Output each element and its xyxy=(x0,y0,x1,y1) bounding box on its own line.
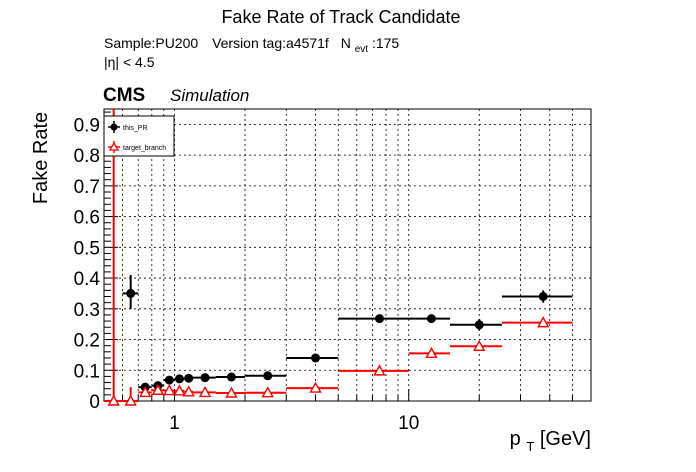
legend-label-target-branch: target_branch xyxy=(123,145,166,152)
this-pr-point xyxy=(408,314,450,324)
point-marker xyxy=(184,373,194,383)
y-tick-label: 0.7 xyxy=(74,177,100,198)
point-marker xyxy=(200,373,210,383)
point-marker xyxy=(473,339,486,351)
point-marker xyxy=(173,384,186,396)
this-pr-point xyxy=(501,290,573,303)
target-branch-point xyxy=(138,385,152,398)
x-axis-title-sub: T xyxy=(526,439,534,454)
chart-title: Fake Rate of Track Candidate xyxy=(221,7,460,27)
point-marker xyxy=(309,381,322,393)
point-marker xyxy=(536,316,550,328)
this-pr-point xyxy=(163,375,175,385)
point-marker xyxy=(163,384,176,396)
point-marker xyxy=(126,288,136,298)
target-branch-point xyxy=(163,384,176,396)
point-marker xyxy=(426,314,436,324)
x-tick-label: 10 xyxy=(398,413,419,434)
target-branch-point xyxy=(449,339,502,351)
point-marker xyxy=(174,374,184,384)
version-label: Version tag:a4571f xyxy=(212,35,329,51)
point-marker xyxy=(538,291,548,301)
target-branch-point xyxy=(151,383,165,395)
point-marker xyxy=(261,386,274,398)
x-axis-title: p T [GeV] xyxy=(510,428,591,456)
point-marker xyxy=(226,372,236,382)
x-axis-title-base: p xyxy=(510,428,521,450)
point-marker xyxy=(474,320,484,330)
this-pr-point xyxy=(245,371,287,381)
simulation-label: Simulation xyxy=(170,86,249,105)
point-marker xyxy=(425,346,438,359)
point-marker xyxy=(139,385,152,398)
x-axis-title-unit: [GeV] xyxy=(540,428,591,450)
y-tick-label: 0 xyxy=(89,392,100,413)
y-tick-label: 0.3 xyxy=(74,300,100,321)
axis-tick-labels: 1 10 0 0.1 0.2 0.3 0.4 0.5 0.6 0.7 0.8 0.9 xyxy=(74,115,420,434)
series-target-branch xyxy=(104,109,573,406)
target-branch-point xyxy=(408,346,450,359)
eta-cut-label: |η| < 4.5 xyxy=(104,54,155,70)
point-marker xyxy=(225,386,238,398)
y-tick-label: 0.1 xyxy=(74,361,100,382)
target-branch-point xyxy=(338,364,409,376)
this-pr-point xyxy=(174,374,185,384)
plot-frame xyxy=(103,108,592,402)
y-tick-label: 0.6 xyxy=(74,208,100,229)
legend-label-this-pr: this_PR xyxy=(123,125,148,132)
point-marker xyxy=(107,394,120,406)
grid-lines xyxy=(103,109,592,401)
y-tick-label: 0.4 xyxy=(74,269,101,290)
legend-marker-this-pr xyxy=(108,121,120,133)
point-marker xyxy=(151,383,165,395)
this-pr-point xyxy=(122,274,139,309)
this-pr-point xyxy=(449,319,502,331)
data-series xyxy=(104,109,573,406)
x-tick-label: 1 xyxy=(169,413,180,434)
target-branch-point xyxy=(245,386,287,398)
nevt-subscript: evt xyxy=(355,44,369,55)
point-marker xyxy=(164,375,174,385)
y-axis-title: Fake Rate xyxy=(30,112,52,204)
y-tick-label: 0.9 xyxy=(74,115,100,136)
sample-label: Sample:PU200 xyxy=(104,35,198,51)
nevt-value: :175 xyxy=(372,35,399,51)
target-branch-point xyxy=(286,381,339,393)
target-branch-point xyxy=(173,384,186,396)
point-marker xyxy=(124,394,137,406)
this-pr-point xyxy=(286,353,339,363)
point-marker xyxy=(374,314,384,324)
legend-marker-target-branch xyxy=(108,141,120,153)
target-branch-point xyxy=(104,109,123,406)
y-tick-label: 0.2 xyxy=(74,331,100,352)
nevt-label: N xyxy=(341,35,351,51)
this-pr-point xyxy=(193,373,216,383)
legend: this_PR target_branch xyxy=(103,115,175,157)
target-branch-point xyxy=(215,386,246,398)
point-marker xyxy=(182,385,195,397)
y-tick-label: 0.8 xyxy=(74,146,100,167)
point-marker xyxy=(311,353,321,363)
y-tick-label: 0.5 xyxy=(74,238,100,259)
target-branch-point xyxy=(182,385,195,397)
this-pr-point xyxy=(215,372,246,382)
point-marker xyxy=(373,364,386,376)
target-branch-point xyxy=(122,387,139,406)
target-branch-point xyxy=(501,316,573,328)
sample-info: Sample:PU200 Version tag:a4571f N evt :1… xyxy=(104,35,399,55)
point-marker xyxy=(198,385,212,398)
this-pr-point xyxy=(184,373,194,383)
target-branch-point xyxy=(193,385,216,398)
series-this-PR xyxy=(122,274,573,392)
cms-label: CMS xyxy=(103,85,145,106)
this-pr-point xyxy=(338,314,409,324)
point-marker xyxy=(263,371,273,381)
